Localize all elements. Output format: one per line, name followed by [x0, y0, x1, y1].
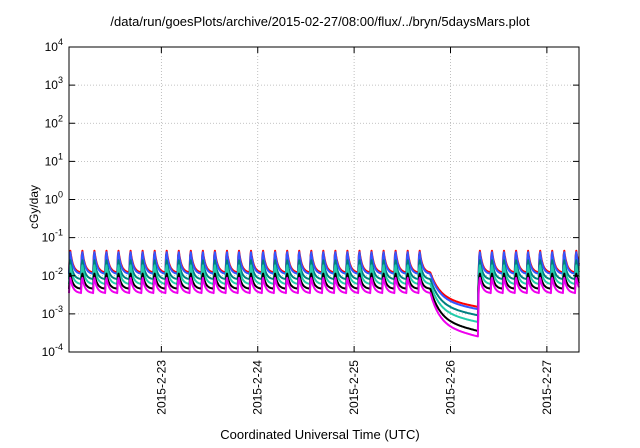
series-line [68, 259, 580, 317]
y-tick-label: 10-3 [42, 304, 63, 321]
ticks: 10-4 10-3 10-2 10-1 100 101 102 103 104 2015-2-23… [42, 37, 579, 415]
chart-title: /data/run/goesPlots/archive/2015-02-27/0… [110, 14, 530, 29]
y-tick-label: 10-2 [42, 266, 63, 283]
x-tick-label: 2015-2-26 [443, 360, 457, 415]
series-line [68, 251, 580, 311]
y-tick-label: 104 [45, 37, 63, 54]
y-tick-label: 102 [45, 113, 63, 130]
x-tick-label: 2015-2-24 [251, 360, 265, 415]
y-tick-label: 103 [45, 75, 63, 92]
x-tick-label: 2015-2-27 [540, 360, 554, 415]
series-line [68, 272, 580, 332]
y-tick-label: 10-1 [42, 228, 63, 245]
x-tick-label: 2015-2-25 [347, 360, 361, 415]
y-tick-label: 100 [45, 190, 63, 207]
series-line [68, 276, 580, 338]
y-tick-label: 10-4 [42, 342, 63, 359]
grid [69, 46, 579, 353]
x-axis-label: Coordinated Universal Time (UTC) [220, 427, 420, 442]
series-group [68, 249, 580, 338]
x-tick-label: 2015-2-23 [154, 360, 168, 415]
y-tick-label: 101 [45, 151, 63, 168]
series-line [68, 264, 580, 323]
